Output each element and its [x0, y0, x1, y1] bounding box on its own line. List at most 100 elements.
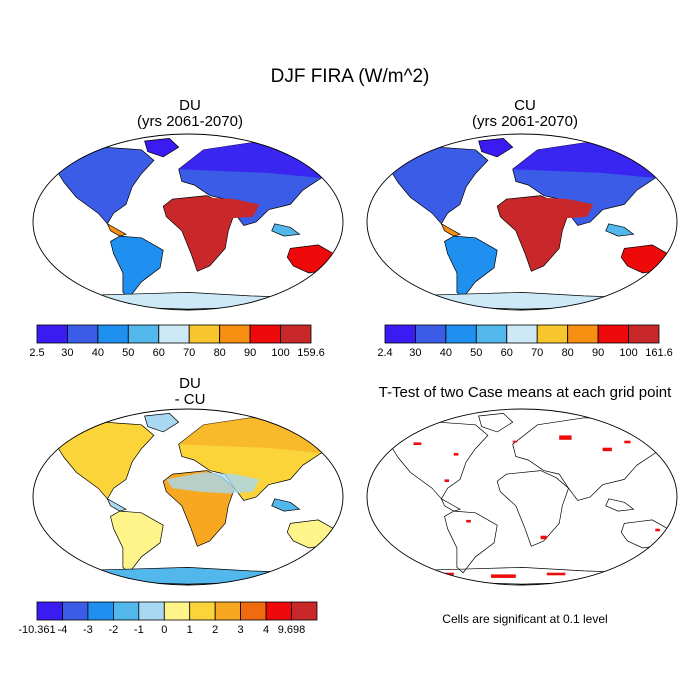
desert-band — [500, 197, 594, 219]
panel-diff-title-line1: DU — [179, 375, 201, 392]
figure-title: DJF FIRA (W/m^2) — [270, 66, 430, 87]
colorbar-tick-label: 40 — [440, 347, 452, 359]
significant-cell — [491, 574, 516, 578]
colorbar-box — [158, 324, 190, 344]
significant-cell — [602, 447, 612, 452]
panel-cu-title-line1: CU — [514, 97, 536, 114]
colorbar-tick-label: 0 — [161, 624, 167, 636]
colorbar-tick-label: 2.4 — [377, 347, 392, 359]
panel-diff-title: DU - CU — [40, 376, 340, 408]
colorbar-tick-label: 4 — [263, 624, 269, 636]
panel-du-title-line1: DU — [179, 97, 201, 114]
panel-du-title-line2: (yrs 2061-2070) — [137, 113, 243, 130]
coastline-africa — [496, 470, 569, 547]
map-border — [32, 408, 344, 586]
land-northAmerica — [51, 145, 155, 225]
land-centralAmerica — [440, 222, 461, 237]
colorbar-tick-label: 50 — [122, 347, 134, 359]
land-greenland — [144, 138, 180, 158]
significant-cell — [559, 435, 572, 440]
colorbar-box — [506, 324, 538, 344]
colorbar-tick-label: -1 — [134, 624, 144, 636]
colorbar-box — [280, 324, 312, 344]
land-seAsia — [271, 223, 301, 237]
significant-cell — [624, 440, 631, 444]
colorbar-tick-label: 2.5 — [29, 347, 44, 359]
colorbar-box — [240, 601, 267, 621]
colorbar-tick-label: -3 — [83, 624, 93, 636]
significant-cell — [512, 440, 518, 443]
land-layer — [385, 413, 669, 585]
panel-cu-title: CU (yrs 2061-2070) — [375, 98, 675, 130]
land-seAsia — [271, 498, 301, 512]
desert-band — [166, 197, 260, 219]
colorbar-tick-label: 50 — [470, 347, 482, 359]
colorbar-tick-label: 30 — [409, 347, 421, 359]
colorbar-tick-label: 80 — [562, 347, 574, 359]
map-panel-diff — [32, 408, 344, 586]
map-border — [366, 133, 678, 311]
colorbar-tick-label: 60 — [501, 347, 513, 359]
diff-band — [166, 472, 260, 494]
panel-diff-title-line2: - CU — [174, 391, 206, 408]
land-layer — [51, 138, 335, 310]
significant-cell — [444, 572, 454, 576]
colorbar-box — [628, 324, 660, 344]
map-panel-ttest — [366, 408, 678, 586]
significant-cell — [540, 535, 547, 540]
colorbar-tick-label: 60 — [153, 347, 165, 359]
colorbar-tick-label: 90 — [592, 347, 604, 359]
colorbar-box — [536, 324, 569, 344]
colorbar-box — [384, 324, 416, 344]
colorbar-box — [113, 601, 140, 621]
significant-cell — [453, 453, 459, 456]
colorbar-box — [188, 324, 220, 344]
coastline-centralAmerica — [440, 497, 461, 512]
colorbar-box — [36, 601, 63, 621]
coastline-seAsia — [605, 498, 635, 512]
colorbar-tick-label: 1 — [187, 624, 193, 636]
coastline-greenland — [478, 413, 514, 433]
coastline-southAmerica — [444, 510, 498, 574]
significance-note: Cells are significant at 0.1 level — [442, 612, 608, 626]
panel-cu-title-line2: (yrs 2061-2070) — [472, 113, 578, 130]
colorbar-tick-label: 30 — [61, 347, 73, 359]
colorbar-box — [138, 601, 165, 621]
significant-cell — [546, 572, 566, 576]
colorbar-diff: -10.361 -4 -3 -2 -1 0 1 2 3 4 9.698 — [18, 601, 318, 636]
colorbar-tick-label: 100 — [619, 347, 637, 359]
colorbar-box — [97, 324, 129, 344]
colorbar-cu: 2.4 30 40 50 60 70 80 90 100 161.6 — [377, 324, 673, 359]
significant-cell — [655, 528, 660, 532]
colorbar-box — [36, 324, 68, 344]
colorbar-tick-label: 70 — [183, 347, 195, 359]
panel-du-title: DU (yrs 2061-2070) — [40, 98, 340, 130]
colorbar-box — [291, 601, 318, 621]
colorbar-box — [67, 324, 99, 344]
colorbar-box — [219, 324, 251, 344]
map-border — [32, 133, 344, 311]
colorbar-tick-label: -4 — [58, 624, 68, 636]
colorbar-box — [87, 601, 114, 621]
map-background — [367, 409, 677, 585]
colorbar-box — [567, 324, 599, 344]
colorbar-box — [249, 324, 281, 344]
colorbar-tick-label: 100 — [271, 347, 289, 359]
land-greenland — [478, 138, 514, 158]
colorbar-tick-label: 161.6 — [645, 347, 673, 359]
colorbar-box — [597, 324, 629, 344]
colorbar-box — [62, 601, 89, 621]
land-greenland — [144, 413, 180, 433]
significant-cell — [466, 519, 471, 523]
colorbar-tick-label: 70 — [531, 347, 543, 359]
map-panel-du — [32, 133, 344, 311]
colorbar-box — [214, 601, 242, 621]
panel-ttest-title: T-Test of two Case means at each grid po… — [378, 384, 672, 401]
colorbar-box — [265, 601, 293, 621]
colorbar-box — [127, 324, 160, 344]
colorbar-box — [414, 324, 447, 344]
colorbar-tick-label: -2 — [109, 624, 119, 636]
map-border — [366, 408, 678, 586]
